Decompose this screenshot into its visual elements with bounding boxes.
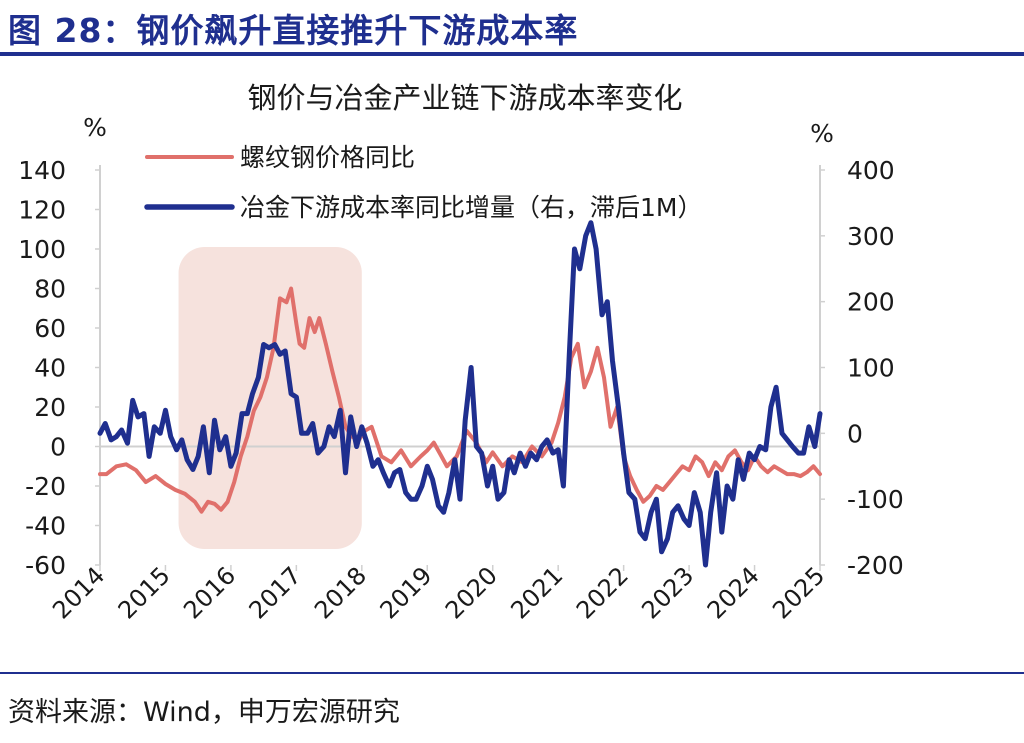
left-tick-label: 140 — [18, 156, 66, 185]
x-tick-label: 2023 — [636, 561, 699, 624]
x-tick-label: 2022 — [571, 561, 634, 624]
right-tick-label: 300 — [847, 222, 895, 251]
right-tick-label: -100 — [847, 485, 904, 514]
left-tick-label: 60 — [34, 314, 66, 343]
left-tick-label: 20 — [34, 393, 66, 422]
legend-label-cost-ratio: 冶金下游成本率同比增量（右，滞后1M） — [240, 193, 702, 222]
line-chart: 钢价与冶金产业链下游成本率变化 % % 140120100806040200-2… — [18, 81, 903, 624]
x-tick-label: 2017 — [244, 561, 307, 624]
series-lines — [97, 220, 823, 568]
left-tick-label: -60 — [25, 551, 66, 580]
x-tick-label: 2016 — [178, 561, 241, 624]
left-tick-label: 40 — [34, 354, 66, 383]
legend-label-steel-price: 螺纹钢价格同比 — [240, 143, 415, 172]
right-tick-label: 200 — [847, 288, 895, 317]
left-axis-unit: % — [83, 113, 107, 142]
left-tick-label: 100 — [18, 235, 66, 264]
x-tick-label: 2021 — [505, 561, 568, 624]
right-tick-label: -200 — [847, 551, 904, 580]
tick-labels: 140120100806040200-20-40-604003002001000… — [18, 156, 903, 624]
figure-title: 图 28：钢价飙升直接推升下游成本率 — [8, 11, 579, 50]
series-cost-ratio-line — [97, 220, 823, 568]
x-tick-label: 2018 — [309, 561, 372, 624]
right-axis-unit: % — [810, 119, 834, 148]
x-tick-label: 2024 — [702, 561, 765, 624]
x-tick-label: 2020 — [440, 561, 503, 624]
x-tick-label: 2015 — [113, 561, 176, 624]
footer-rule — [0, 672, 1024, 674]
left-tick-label: 120 — [18, 196, 66, 225]
right-tick-label: 100 — [847, 354, 895, 383]
chart-title: 钢价与冶金产业链下游成本率变化 — [247, 81, 682, 115]
left-tick-label: 80 — [34, 275, 66, 304]
source-note: 资料来源：Wind，申万宏源研究 — [8, 697, 400, 728]
right-tick-label: 0 — [847, 419, 863, 448]
left-tick-label: -20 — [25, 472, 66, 501]
legend: 螺纹钢价格同比 冶金下游成本率同比增量（右，滞后1M） — [144, 143, 702, 222]
left-tick-label: 0 — [50, 433, 66, 462]
title-rule — [0, 52, 1024, 56]
right-tick-label: 400 — [847, 156, 895, 185]
x-tick-label: 2019 — [375, 561, 438, 624]
x-tick-label: 2025 — [767, 561, 830, 624]
left-tick-label: -40 — [25, 512, 66, 541]
